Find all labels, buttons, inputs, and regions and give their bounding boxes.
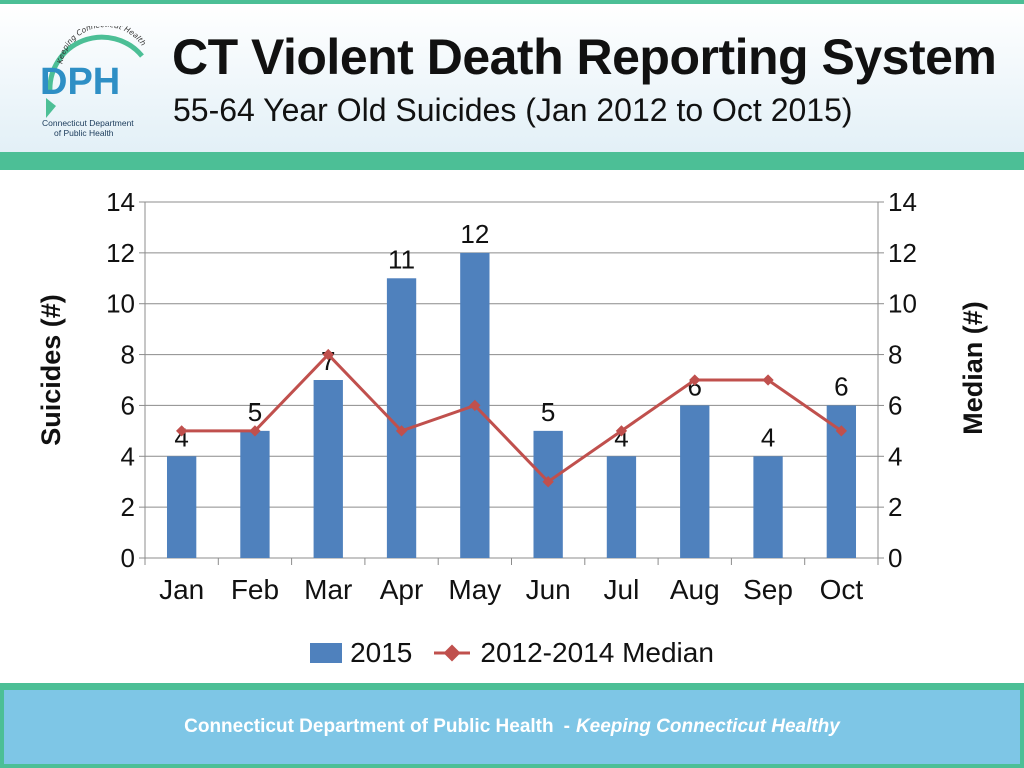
header-accent-bar	[0, 152, 1024, 170]
y-axis-title: Suicides (#)	[36, 294, 66, 446]
median-point	[249, 425, 261, 437]
y2-tick-label: 0	[888, 543, 902, 573]
logo-caption-line1: Connecticut Department	[42, 118, 134, 128]
y2-tick-label: 6	[888, 390, 902, 420]
bar-data-label: 5	[248, 397, 262, 427]
y2-tick-label: 4	[888, 441, 902, 471]
footer-banner: Connecticut Department of Public Health …	[4, 690, 1020, 764]
y-tick-label: 2	[121, 492, 135, 522]
bar-data-label: 11	[388, 244, 415, 274]
median-point	[762, 374, 774, 386]
x-tick-label: Sep	[743, 574, 793, 605]
median-point	[835, 425, 848, 437]
legend-label-bar: 2015	[350, 637, 413, 668]
y-tick-label: 6	[121, 390, 135, 420]
footer-org: Connecticut Department of Public Health	[184, 716, 554, 737]
x-tick-label: Aug	[670, 574, 720, 605]
x-tick-label: Feb	[231, 574, 279, 605]
footer-separator: -	[563, 716, 570, 737]
median-point	[175, 425, 188, 437]
y-tick-label: 8	[121, 340, 135, 370]
bar-data-label: 6	[834, 371, 848, 401]
bar	[533, 430, 563, 558]
x-tick-label: Apr	[380, 574, 424, 605]
y2-tick-label: 14	[888, 187, 917, 217]
y-tick-label: 4	[121, 441, 135, 471]
footer: Connecticut Department of Public Health …	[0, 683, 1024, 768]
x-tick-label: Mar	[304, 574, 352, 605]
page-subtitle: 55-64 Year Old Suicides (Jan 2012 to Oct…	[173, 92, 853, 128]
y-tick-label: 14	[106, 187, 135, 217]
legend-label-line: 2012-2014 Median	[480, 637, 714, 668]
bar-data-label: 5	[541, 397, 555, 427]
page-title: CT Violent Death Reporting System	[172, 29, 997, 85]
chart-legend: 2015 2012-2014 Median	[0, 637, 1024, 669]
bar	[753, 456, 783, 558]
y2-tick-label: 12	[888, 238, 917, 268]
median-point	[322, 348, 334, 361]
legend-bar-swatch	[310, 643, 343, 663]
bar	[166, 456, 197, 558]
median-point	[395, 425, 408, 437]
legend-item-bar: 2015	[310, 637, 412, 669]
legend-line-swatch	[434, 644, 471, 662]
footer-tagline: Keeping Connecticut Healthy	[575, 716, 840, 737]
x-tick-label: May	[448, 574, 501, 605]
bar	[313, 380, 343, 558]
bar-data-label: 12	[460, 219, 489, 249]
logo-caption-line2: of Public Health	[54, 128, 114, 138]
bar	[386, 278, 417, 558]
median-point	[689, 374, 701, 386]
y-tick-label: 0	[121, 543, 135, 573]
bar-data-label: 4	[761, 422, 775, 452]
logo-text: DPH	[40, 61, 120, 103]
bar	[606, 456, 637, 558]
y-tick-label: 12	[106, 238, 135, 268]
x-tick-label: Jul	[604, 574, 640, 605]
median-point	[615, 425, 628, 437]
median-line	[181, 352, 843, 484]
y2-axis-title: Median (#)	[958, 301, 988, 435]
bar	[240, 430, 270, 558]
y2-tick-label: 2	[888, 492, 902, 522]
y-tick-label: 10	[106, 289, 135, 319]
x-tick-label: Oct	[820, 574, 864, 605]
y2-tick-label: 10	[888, 289, 917, 319]
x-tick-label: Jun	[526, 574, 571, 605]
legend-item-line: 2012-2014 Median	[432, 637, 714, 669]
x-tick-label: Jan	[159, 574, 204, 605]
median-point	[542, 476, 554, 488]
y2-tick-label: 8	[888, 340, 902, 370]
median-point	[469, 399, 481, 412]
dph-logo: Keeping Connecticut Healthy DPH Connecti…	[32, 26, 148, 138]
header	[0, 0, 1024, 170]
bar	[680, 405, 710, 558]
